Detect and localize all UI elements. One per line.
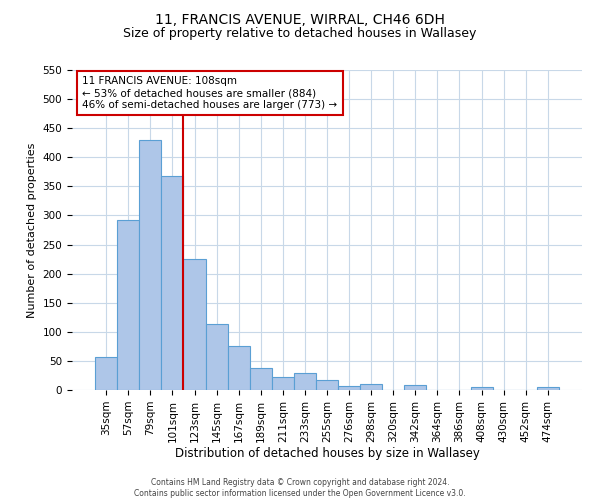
- Bar: [184, 258, 206, 390]
- Text: 11 FRANCIS AVENUE: 108sqm
← 53% of detached houses are smaller (884)
46% of semi: 11 FRANCIS AVENUE: 108sqm ← 53% of detac…: [82, 76, 337, 110]
- Bar: [360, 384, 382, 390]
- Bar: [139, 140, 161, 390]
- Bar: [470, 387, 493, 390]
- Bar: [206, 324, 227, 390]
- Bar: [316, 380, 338, 390]
- Y-axis label: Number of detached properties: Number of detached properties: [27, 142, 37, 318]
- Bar: [250, 368, 272, 390]
- Bar: [95, 357, 117, 390]
- Text: Size of property relative to detached houses in Wallasey: Size of property relative to detached ho…: [124, 28, 476, 40]
- Bar: [272, 377, 294, 390]
- Bar: [404, 385, 427, 390]
- Bar: [537, 387, 559, 390]
- Bar: [117, 220, 139, 390]
- Text: 11, FRANCIS AVENUE, WIRRAL, CH46 6DH: 11, FRANCIS AVENUE, WIRRAL, CH46 6DH: [155, 12, 445, 26]
- Bar: [294, 373, 316, 390]
- Bar: [161, 176, 184, 390]
- Bar: [227, 346, 250, 390]
- X-axis label: Distribution of detached houses by size in Wallasey: Distribution of detached houses by size …: [175, 448, 479, 460]
- Text: Contains HM Land Registry data © Crown copyright and database right 2024.
Contai: Contains HM Land Registry data © Crown c…: [134, 478, 466, 498]
- Bar: [338, 386, 360, 390]
